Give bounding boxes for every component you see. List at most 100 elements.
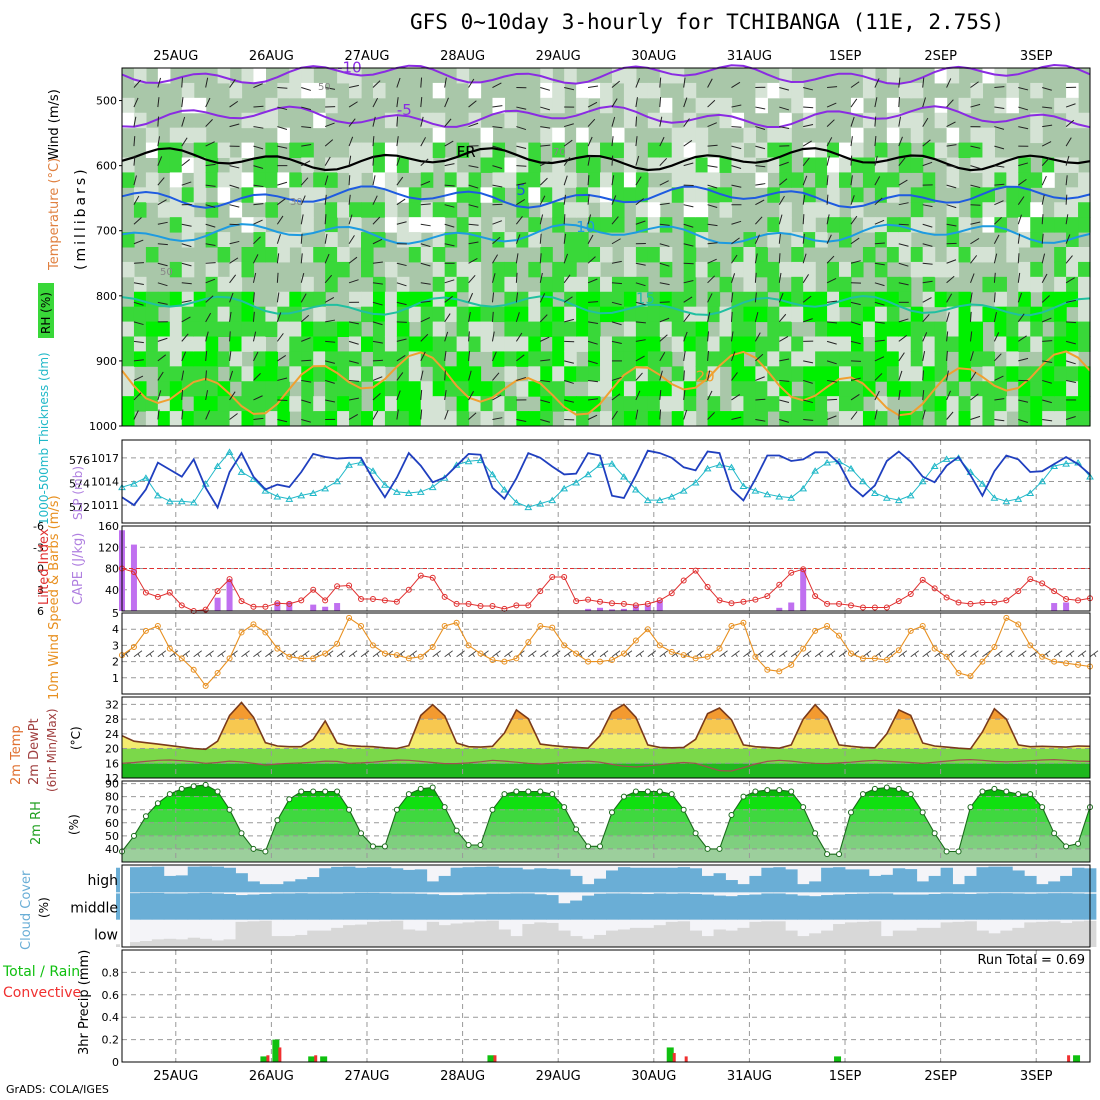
wind-barb bbox=[635, 155, 640, 166]
surface-wind-barb bbox=[121, 650, 131, 658]
rh-cell bbox=[623, 411, 637, 427]
wind-barb bbox=[970, 255, 978, 264]
wind-barb bbox=[755, 126, 766, 130]
wind-barb bbox=[325, 340, 336, 343]
rh-cell bbox=[217, 247, 231, 263]
wind-barb bbox=[611, 340, 622, 344]
wind-barb bbox=[372, 155, 375, 166]
rh-cell bbox=[611, 381, 625, 397]
wind-barb bbox=[755, 183, 766, 186]
wind-barb bbox=[420, 389, 423, 401]
rh-cell bbox=[1054, 411, 1067, 427]
lifted-line-point bbox=[752, 596, 759, 603]
wind-barb bbox=[157, 282, 168, 287]
cloud-low-bar bbox=[199, 938, 213, 947]
wind-barb bbox=[372, 301, 383, 306]
rh-line-point bbox=[298, 788, 305, 795]
rh-cell bbox=[456, 306, 470, 323]
wind-barb bbox=[420, 158, 429, 167]
wind-barb bbox=[253, 372, 261, 381]
wind-barb bbox=[1042, 340, 1053, 342]
rh-cell bbox=[145, 306, 159, 323]
wind-barb bbox=[540, 399, 551, 404]
rh-cell bbox=[444, 157, 458, 173]
rh-line-point bbox=[178, 785, 185, 792]
cloud-middle-bar bbox=[331, 893, 344, 920]
rh-cell bbox=[265, 142, 278, 158]
wind-barb bbox=[683, 139, 693, 147]
cape-tick: 80 bbox=[105, 563, 119, 576]
wind-barb bbox=[874, 301, 885, 306]
cloud-middle-bar bbox=[821, 895, 834, 920]
wind-barb bbox=[252, 331, 257, 342]
rh-cell bbox=[361, 247, 374, 263]
wind-barb bbox=[970, 165, 981, 170]
wind-barb bbox=[181, 77, 183, 88]
cloud-low-bar bbox=[319, 930, 332, 947]
wind-barb bbox=[492, 165, 503, 170]
surface-wind-barb bbox=[886, 650, 896, 658]
wind-barb bbox=[301, 87, 312, 91]
cloud-low-bar bbox=[510, 936, 523, 947]
cloud-middle-bar bbox=[868, 893, 882, 920]
cloud-high-bar bbox=[904, 869, 918, 893]
wind-barb bbox=[1041, 214, 1044, 225]
rh-cell bbox=[325, 396, 338, 412]
rh-cell bbox=[169, 321, 183, 337]
rh-cell bbox=[827, 336, 840, 352]
rh-cell bbox=[1042, 172, 1055, 188]
rh-cell bbox=[850, 396, 864, 412]
wind-speed-line-point bbox=[453, 619, 460, 626]
wind-barb bbox=[1018, 178, 1027, 186]
wind-barb bbox=[946, 390, 951, 401]
rh-cell bbox=[576, 247, 589, 263]
wind-barb bbox=[1042, 379, 1052, 384]
rh-cell bbox=[552, 336, 565, 352]
rh-cell bbox=[982, 217, 995, 233]
wind-barb bbox=[803, 379, 813, 384]
rh-cell bbox=[349, 366, 362, 382]
wind-barb bbox=[324, 139, 334, 147]
rh-line-point bbox=[728, 811, 735, 818]
thickness-line-point bbox=[177, 497, 186, 505]
wind-barb bbox=[993, 292, 996, 303]
rh-cell bbox=[1018, 291, 1031, 308]
rh-cell bbox=[1006, 202, 1019, 218]
thickness-line-point bbox=[715, 461, 724, 468]
wind-barb bbox=[946, 223, 957, 227]
rh-cell bbox=[970, 82, 984, 99]
wind-speed-line-point bbox=[919, 622, 926, 629]
lifted-line-point bbox=[740, 598, 747, 605]
temp-tick: 12 bbox=[105, 772, 119, 785]
rain-total-bar bbox=[272, 1039, 280, 1062]
cloud-high-bar bbox=[856, 869, 870, 893]
rh-cell bbox=[600, 306, 613, 323]
wind-barb bbox=[205, 312, 212, 323]
wind-barb bbox=[468, 204, 479, 208]
wind-barb bbox=[635, 301, 646, 306]
wind-barb bbox=[779, 335, 789, 342]
cloud-high-bar bbox=[1000, 866, 1013, 893]
rh-cell bbox=[898, 232, 912, 248]
wind-barb bbox=[898, 223, 909, 226]
wind-barb bbox=[157, 221, 168, 225]
rain-total-bar bbox=[308, 1056, 316, 1062]
wind-barb bbox=[420, 77, 423, 88]
rh-cell bbox=[349, 336, 362, 352]
rh-cell bbox=[671, 172, 685, 188]
temperature-line bbox=[121, 701, 1091, 751]
rh-cell bbox=[253, 381, 267, 397]
cloud-middle-bar bbox=[629, 893, 643, 920]
rh-cell bbox=[169, 291, 183, 308]
rh-cell bbox=[456, 172, 470, 188]
rh-cell bbox=[157, 411, 171, 427]
rh-cell bbox=[313, 291, 326, 308]
rh-cell bbox=[803, 276, 816, 293]
rh-cell bbox=[540, 97, 553, 114]
rh-cell bbox=[432, 142, 446, 158]
rh-cell bbox=[552, 202, 565, 218]
rh-cell bbox=[456, 366, 470, 382]
wind-barb bbox=[277, 354, 287, 362]
rh-cell bbox=[325, 366, 338, 382]
rh-cell bbox=[301, 291, 314, 308]
